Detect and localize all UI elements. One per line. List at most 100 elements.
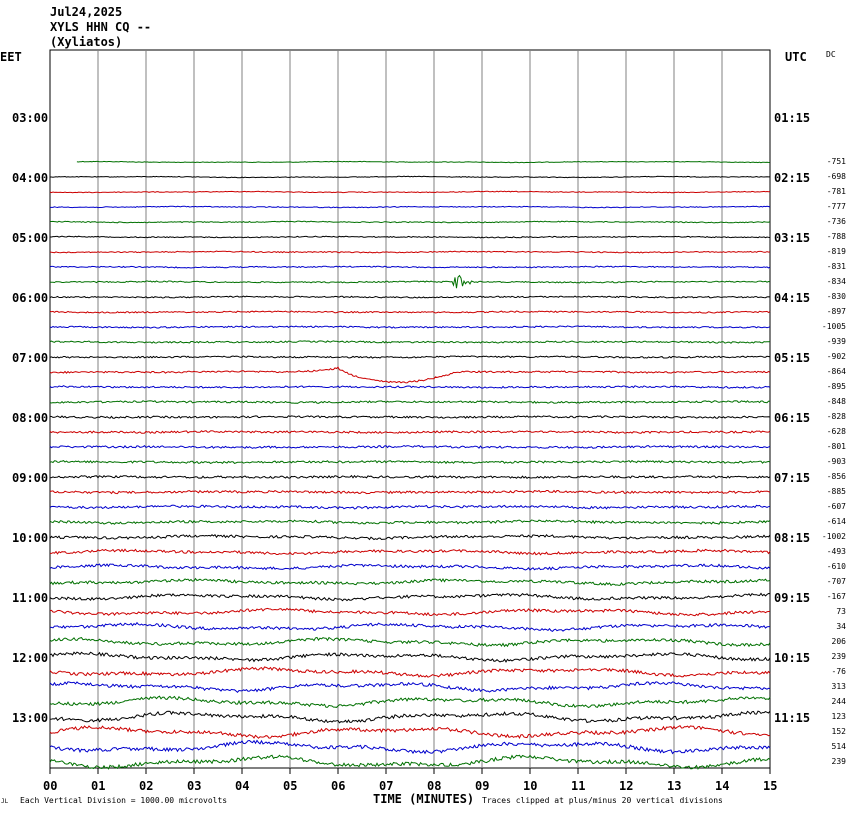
trace-4 [50,220,771,224]
header-station: XYLS HHN CQ -- [50,20,152,34]
trace-17 [49,415,771,419]
trace-6 [49,250,771,254]
trace-0 [76,160,770,164]
trace-26 [50,548,771,556]
dc-offset-label: -831 [826,262,846,271]
dc-offset-label: -614 [826,517,846,526]
dc-offset-label: -628 [826,427,846,436]
dc-offset-label: -819 [826,247,846,256]
x-tick-label: 11 [571,779,586,793]
x-tick-label: 06 [331,779,346,793]
x-tick-label: 13 [667,779,682,793]
x-tick-label: 10 [523,779,538,793]
right-time-label: 07:15 [774,471,811,485]
left-time-label: 13:00 [12,711,49,725]
dc-offset-label: -830 [826,292,846,301]
trace-10 [49,310,771,314]
left-time-label: 06:00 [12,291,49,305]
dc-offset-label: 34 [836,622,846,631]
x-tick-label: 14 [715,779,730,793]
left-time-label: 04:00 [12,171,49,185]
header-date: Jul24,2025 [50,5,123,19]
right-time-label: 06:15 [774,411,811,425]
trace-12 [49,340,771,344]
trace-25 [49,533,771,541]
left-time-label: 11:00 [12,591,49,605]
trace-40 [49,754,771,770]
trace-11 [49,325,771,329]
dc-offset-label: 514 [831,742,846,751]
trace-35 [49,681,771,694]
dc-offset-label: -902 [826,352,846,361]
trace-5 [50,235,771,239]
trace-8 [49,274,771,289]
dc-offset-label: -493 [826,547,846,556]
x-tick-label: 12 [619,779,634,793]
dc-offset-label: 73 [836,607,846,616]
trace-22 [49,489,771,495]
corner-mark: JL [1,798,9,805]
trace-27 [49,563,771,571]
x-tick-label: 09 [475,779,490,793]
left-time-label: 08:00 [12,411,49,425]
header-site: (Xyliatos) [50,35,123,49]
right-time-label: 10:15 [774,651,811,665]
trace-34 [49,666,771,678]
right-time-label: 09:15 [774,591,811,605]
clip-note: Traces clipped at plus/minus 20 vertical… [482,796,723,805]
trace-3 [50,205,771,209]
left-time-label: 10:00 [12,531,49,545]
trace-32 [49,636,771,648]
dc-offset-label: -897 [826,307,846,316]
dc-offset-label: -828 [826,412,846,421]
left-time-label: 09:00 [12,471,49,485]
dc-offset-label: -751 [826,157,846,166]
dc-offset-label: -856 [826,472,846,481]
dc-offset-label: -777 [826,202,846,211]
dc-offset-label: -885 [826,487,846,496]
dc-offset-label: 123 [831,712,846,721]
trace-2 [49,190,771,194]
trace-15 [49,385,771,389]
dc-offset-label: -736 [826,217,846,226]
dc-offset-label: -903 [826,457,846,466]
dc-offset-label: -848 [826,397,846,406]
trace-39 [49,739,771,755]
trace-24 [49,519,771,525]
dc-label: DC [826,50,836,59]
trace-30 [49,607,771,617]
left-zone-label: EET [0,50,22,64]
dc-offset-label: -1002 [821,532,846,541]
left-time-label: 03:00 [12,111,49,125]
trace-19 [49,445,771,450]
dc-offset-label: 206 [831,637,846,646]
x-tick-label: 08 [427,779,442,793]
trace-31 [49,621,770,633]
trace-36 [49,695,771,709]
trace-14 [49,366,771,384]
dc-offset-label: 244 [831,697,846,706]
trace-29 [49,592,771,602]
dc-offset-label: -167 [826,592,846,601]
dc-offset-label: -607 [826,502,846,511]
x-tick-label: 05 [283,779,298,793]
dc-offset-label: 313 [831,682,846,691]
x-tick-label: 00 [43,779,58,793]
trace-33 [49,651,771,663]
dc-offset-label: -707 [826,577,846,586]
x-tick-label: 15 [763,779,778,793]
x-tick-label: 01 [91,779,106,793]
x-tick-label: 07 [379,779,394,793]
dc-offset-label: -610 [826,562,846,571]
right-time-label: 01:15 [774,111,811,125]
plot-frame [49,49,771,769]
right-time-label: 08:15 [774,531,811,545]
right-time-label: 05:15 [774,351,811,365]
dc-offset-label: -801 [826,442,846,451]
trace-1 [50,175,770,179]
right-time-label: 02:15 [774,171,811,185]
trace-9 [49,295,771,299]
trace-23 [49,504,771,510]
trace-37 [49,710,771,724]
